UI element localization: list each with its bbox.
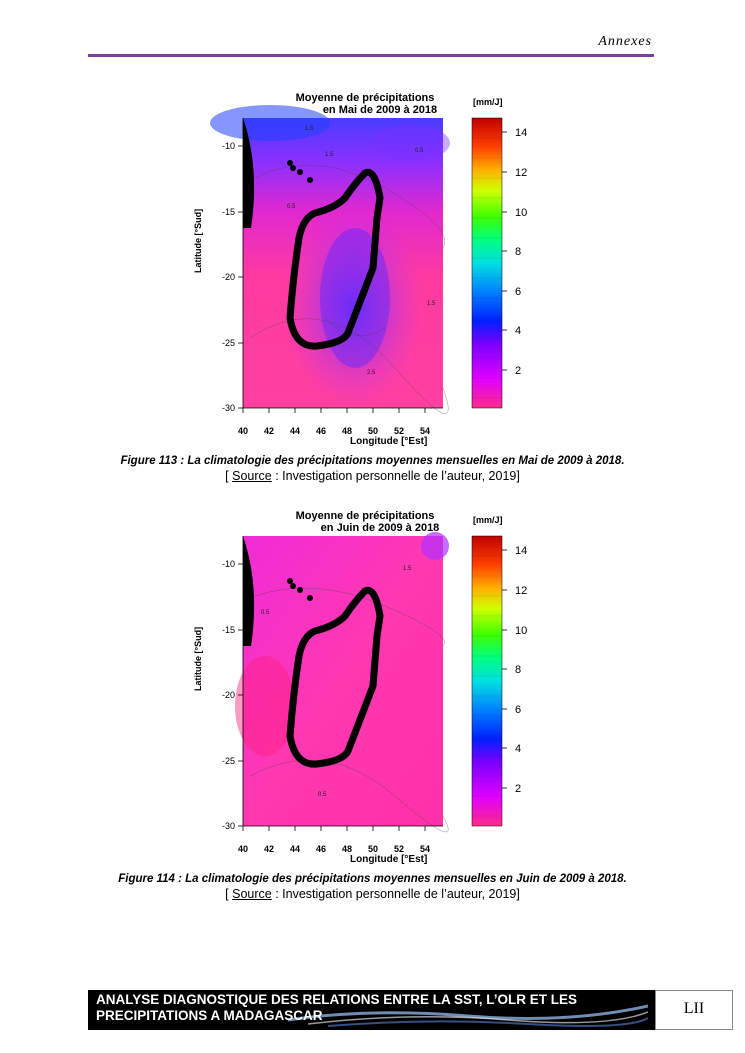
footer-line2: PRECIPITATIONS A MADAGASCAR — [96, 1008, 323, 1023]
footer-text: ANALYSE DIAGNOSTIQUE DES RELATIONS ENTRE… — [96, 992, 577, 1024]
y-tick-label: -10 — [222, 141, 235, 151]
y-tick-label: -20 — [222, 690, 235, 700]
map-title-line1: Moyenne de précipitations — [295, 92, 435, 104]
y-tick-label: -30 — [222, 821, 235, 831]
colorbar-tick-label: 12 — [515, 167, 527, 179]
x-tick-label: 52 — [394, 844, 404, 854]
contour-label: 1.5 — [305, 126, 314, 132]
map-title-line1: Moyenne de précipitations — [295, 510, 435, 522]
colorbar-tick-label: 4 — [515, 743, 521, 755]
y-tick-label: -25 — [222, 338, 235, 348]
y-axis-label: Latitude [°Sud] — [193, 626, 203, 691]
map-figure-may: 1.5 1.5 0.5 0.5 1.5 2.5 40 42 44 46 48 5… — [193, 88, 545, 447]
x-tick-label: 54 — [420, 426, 430, 436]
x-tick-label: 44 — [290, 844, 300, 854]
x-axis-label: Longitude [°Est] — [350, 854, 428, 865]
colorbar-tick-label: 12 — [515, 585, 527, 597]
contour-label: 0.5 — [261, 610, 270, 616]
caption-source: [ Source : Investigation personnelle de … — [225, 469, 520, 483]
colorbar-tick-label: 14 — [515, 127, 527, 139]
figure-caption-114: Figure 114 : La climatologie des précipi… — [0, 873, 745, 901]
x-tick-label: 44 — [290, 426, 300, 436]
map-area — [243, 536, 443, 826]
contour-label: 1.5 — [403, 566, 412, 572]
map-title-line2: en Mai de 2009 à 2018 — [322, 104, 438, 116]
colorbar-unit: [mm/J] — [473, 515, 503, 525]
header-rule — [88, 54, 654, 57]
x-tick-label: 50 — [368, 844, 378, 854]
x-tick-label: 40 — [238, 426, 248, 436]
colorbar-tick-label: 2 — [515, 365, 521, 377]
colorbar — [471, 117, 503, 409]
contour-label: 1.5 — [325, 152, 334, 158]
contour-label: 0.5 — [287, 204, 296, 210]
footer-band: ANALYSE DIAGNOSTIQUE DES RELATIONS ENTRE… — [88, 990, 655, 1030]
x-tick-label: 48 — [342, 844, 352, 854]
x-tick-label: 42 — [264, 426, 274, 436]
y-tick-label: -30 — [222, 403, 235, 413]
colorbar-tick-label: 10 — [515, 207, 527, 219]
map-title: Moyenne de précipitations en Juin de 200… — [275, 510, 455, 534]
contour-label: 1.5 — [427, 301, 436, 307]
colorbar-tick-label: 4 — [515, 325, 521, 337]
colorbar-tick-label: 14 — [515, 545, 527, 557]
map-title: Moyenne de précipitations en Mai de 2009… — [275, 92, 455, 116]
colorbar-tick-label: 2 — [515, 783, 521, 795]
caption-source: [ Source : Investigation personnelle de … — [225, 887, 520, 901]
x-tick-label: 40 — [238, 844, 248, 854]
x-tick-label: 50 — [368, 426, 378, 436]
y-tick-label: -25 — [222, 756, 235, 766]
page-number: LII — [655, 990, 733, 1030]
caption-text: Figure 113 : La climatologie des précipi… — [120, 455, 625, 467]
source-label: Source — [232, 469, 272, 483]
colorbar-unit: [mm/J] — [473, 97, 503, 107]
footer-line1: ANALYSE DIAGNOSTIQUE DES RELATIONS ENTRE… — [96, 992, 578, 1007]
y-tick-label: -10 — [222, 559, 235, 569]
contour-label: 0.5 — [415, 148, 424, 154]
colorbar-tick-label: 10 — [515, 625, 527, 637]
x-tick-label: 54 — [420, 844, 430, 854]
y-axis-label: Latitude [°Sud] — [193, 208, 203, 273]
caption-text: Figure 114 : La climatologie des précipi… — [118, 873, 627, 885]
y-tick-label: -15 — [222, 625, 235, 635]
colorbar-tick-label: 6 — [515, 286, 521, 298]
map-plot-may: 1.5 1.5 0.5 0.5 1.5 2.5 40 42 44 46 48 5… — [210, 105, 527, 436]
colorbar-tick-label: 8 — [515, 664, 521, 676]
x-tick-label: 52 — [394, 426, 404, 436]
source-label: Source — [232, 887, 272, 901]
contour-label: 0.5 — [318, 792, 327, 798]
colorbar — [471, 535, 503, 827]
x-tick-label: 42 — [264, 844, 274, 854]
map-figure-june: 1.5 0.5 0.5 40 42 44 46 48 50 52 54 -10 … — [193, 506, 545, 865]
colorbar-tick-label: 6 — [515, 704, 521, 716]
page-header-title: Annexes — [598, 34, 652, 49]
contour-label: 2.5 — [367, 370, 376, 376]
figure-caption-113: Figure 113 : La climatologie des précipi… — [0, 455, 745, 483]
x-tick-label: 48 — [342, 426, 352, 436]
y-tick-label: -20 — [222, 272, 235, 282]
y-tick-label: -15 — [222, 207, 235, 217]
map-plot-june: 1.5 0.5 0.5 40 42 44 46 48 50 52 54 -10 … — [222, 532, 527, 854]
x-tick-label: 46 — [316, 844, 326, 854]
map-title-line2: en Juin de 2009 à 2018 — [320, 522, 440, 534]
x-axis — [238, 118, 443, 413]
x-tick-label: 46 — [316, 426, 326, 436]
colorbar-tick-label: 8 — [515, 246, 521, 258]
x-axis-label: Longitude [°Est] — [350, 436, 428, 447]
footer-decoration — [288, 1004, 648, 1027]
